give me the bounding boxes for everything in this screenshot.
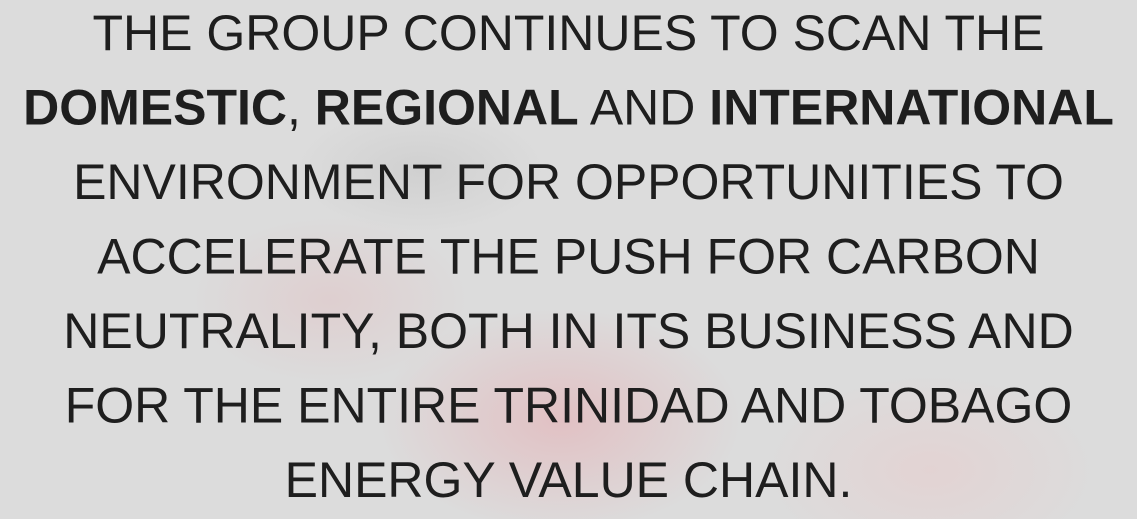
text: AND [579,80,710,136]
bold-text: REGIONAL [315,80,579,136]
text-line: FOR THE ENTIRE TRINIDAD AND TOBAGO [65,378,1073,434]
text-line: DOMESTIC, REGIONAL AND INTERNATIONAL [23,80,1114,136]
text: ENVIRONMENT FOR OPPORTUNITIES TO [73,154,1064,210]
text: FOR THE ENTIRE TRINIDAD AND TOBAGO [65,378,1073,434]
text-line: NEUTRALITY, BOTH IN ITS BUSINESS AND [63,303,1073,359]
text-line: ACCELERATE THE PUSH FOR CARBON [97,229,1040,285]
text-line: ENERGY VALUE CHAIN. [285,452,853,508]
text: THE GROUP CONTINUES TO SCAN THE [92,5,1044,61]
text-line: THE GROUP CONTINUES TO SCAN THE [92,5,1044,61]
text: NEUTRALITY, BOTH IN ITS BUSINESS AND [63,303,1073,359]
bold-text: INTERNATIONAL [709,80,1114,136]
text-line: ENVIRONMENT FOR OPPORTUNITIES TO [73,154,1064,210]
text: , [287,80,315,136]
bold-text: DOMESTIC [23,80,287,136]
text: ACCELERATE THE PUSH FOR CARBON [97,229,1040,285]
text: ENERGY VALUE CHAIN. [285,452,853,508]
